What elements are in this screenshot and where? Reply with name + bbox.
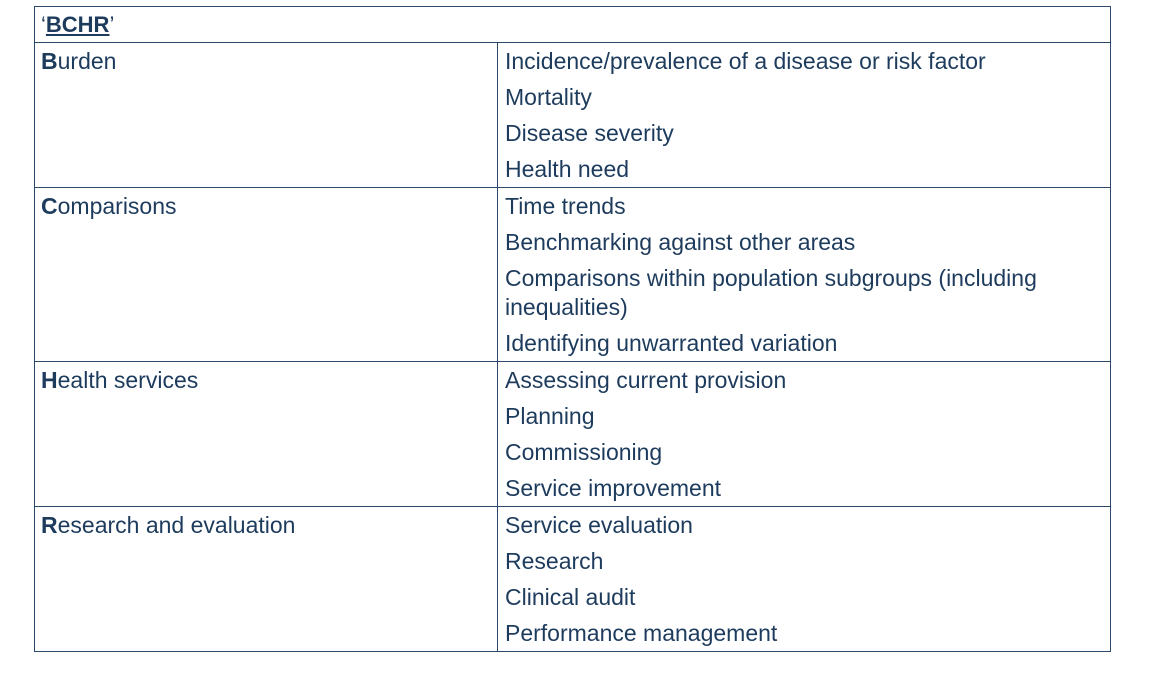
- table-body: ‘BCHR’ Burden Incidence/prevalence of a d…: [34, 6, 1111, 652]
- item: Time trends: [505, 193, 626, 219]
- row: Comparisons Time trends Benchmarking again…: [34, 187, 1111, 362]
- row-label: Research and evaluation: [34, 506, 498, 652]
- title: BCHR: [45, 12, 110, 37]
- row-items: Incidence/prevalence of a disease or ris…: [497, 42, 1111, 188]
- row: Research and evaluation Service evaluatio…: [34, 506, 1111, 652]
- initial: C: [41, 193, 58, 219]
- item: Mortality: [505, 84, 592, 110]
- initial: R: [41, 512, 58, 538]
- initial: B: [41, 48, 58, 74]
- title-cell: ‘BCHR’: [34, 6, 1111, 43]
- row-label: Comparisons: [34, 187, 498, 362]
- quote-open: ‘: [41, 12, 46, 37]
- item: Service evaluation: [505, 512, 693, 538]
- row-items: Service evaluation Research Clinical audit…: [497, 506, 1111, 652]
- item: Assessing current provision: [505, 367, 787, 393]
- item: Incidence/prevalence of a disease or ris…: [505, 48, 986, 74]
- row: Burden Incidence/prevalence of a disease …: [34, 42, 1111, 188]
- row: Health services Assessing current provisi…: [34, 361, 1111, 507]
- item: Health need: [505, 156, 630, 182]
- row-items: Assessing current provision Planning Commi…: [497, 361, 1111, 507]
- item: Disease severity: [505, 120, 674, 146]
- title-row: ‘BCHR’: [34, 6, 1111, 43]
- item: Benchmarking against other areas: [505, 229, 856, 255]
- item: Comparisons within population subgroups …: [505, 265, 1037, 320]
- row-label: Burden: [34, 42, 498, 188]
- initial: H: [41, 367, 58, 393]
- item: Identifying unwarranted variation: [505, 330, 838, 356]
- row-items: Time trends Benchmarking against other ar…: [497, 187, 1111, 362]
- bchr-table: ‘BCHR’ Burden Incidence/prevalence of a d…: [34, 6, 1111, 652]
- row-label: Health services: [34, 361, 498, 507]
- item: Commissioning: [505, 439, 663, 465]
- item: Performance management: [505, 620, 778, 646]
- quote-close: ’: [109, 12, 115, 37]
- item: Research: [505, 548, 604, 574]
- item: Service improvement: [505, 475, 722, 501]
- item: Clinical audit: [505, 584, 636, 610]
- item: Planning: [505, 403, 595, 429]
